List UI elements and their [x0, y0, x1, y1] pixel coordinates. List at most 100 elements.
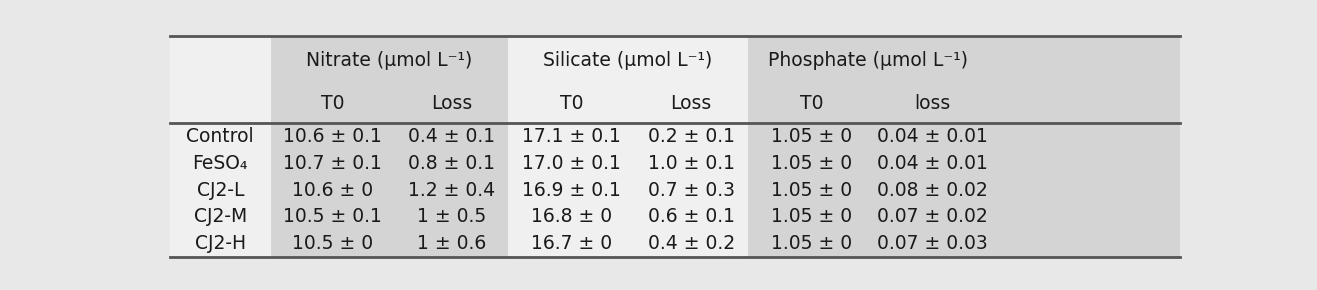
Text: 10.7 ± 0.1: 10.7 ± 0.1 — [283, 154, 382, 173]
Bar — [170, 123, 271, 150]
Bar — [1154, 177, 1180, 204]
Bar — [876, 36, 989, 85]
Text: 10.6 ± 0.1: 10.6 ± 0.1 — [283, 127, 382, 146]
Bar — [271, 230, 395, 257]
Text: 17.1 ± 0.1: 17.1 ± 0.1 — [522, 127, 620, 146]
Bar — [635, 177, 748, 204]
Bar — [989, 85, 1154, 123]
Text: 1.05 ± 0: 1.05 ± 0 — [772, 207, 852, 226]
Text: T0: T0 — [560, 94, 583, 113]
Bar — [748, 85, 876, 123]
Bar — [395, 123, 508, 150]
Text: 1.05 ± 0: 1.05 ± 0 — [772, 127, 852, 146]
Text: 0.7 ± 0.3: 0.7 ± 0.3 — [648, 181, 735, 200]
Text: Control: Control — [187, 127, 254, 146]
Bar — [635, 150, 748, 177]
Bar — [876, 204, 989, 230]
Text: 0.8 ± 0.1: 0.8 ± 0.1 — [408, 154, 495, 173]
Bar — [1154, 230, 1180, 257]
Text: 0.07 ± 0.03: 0.07 ± 0.03 — [877, 234, 988, 253]
Bar — [508, 204, 635, 230]
Text: Loss: Loss — [670, 94, 711, 113]
Bar — [395, 230, 508, 257]
Text: 0.04 ± 0.01: 0.04 ± 0.01 — [877, 154, 988, 173]
Bar — [170, 177, 271, 204]
Bar — [876, 230, 989, 257]
Bar — [876, 85, 989, 123]
Text: 0.08 ± 0.02: 0.08 ± 0.02 — [877, 181, 988, 200]
Text: 10.5 ± 0.1: 10.5 ± 0.1 — [283, 207, 382, 226]
Bar — [1154, 150, 1180, 177]
Bar — [170, 230, 271, 257]
Bar — [989, 36, 1154, 85]
Bar — [508, 150, 635, 177]
Bar — [271, 150, 395, 177]
Text: CJ2-L: CJ2-L — [196, 181, 244, 200]
Text: T0: T0 — [321, 94, 345, 113]
Bar — [271, 85, 395, 123]
Bar — [395, 177, 508, 204]
Bar — [748, 230, 876, 257]
Text: 1 ± 0.5: 1 ± 0.5 — [417, 207, 486, 226]
Bar — [271, 177, 395, 204]
Bar — [395, 85, 508, 123]
Bar — [748, 150, 876, 177]
Bar — [1154, 123, 1180, 150]
Bar — [170, 85, 271, 123]
Bar — [170, 204, 271, 230]
Bar — [876, 123, 989, 150]
Bar — [989, 204, 1154, 230]
Text: 1.05 ± 0: 1.05 ± 0 — [772, 154, 852, 173]
Text: Loss: Loss — [431, 94, 473, 113]
Text: loss: loss — [914, 94, 951, 113]
Text: 10.5 ± 0: 10.5 ± 0 — [292, 234, 374, 253]
Text: T0: T0 — [801, 94, 823, 113]
Bar — [1154, 85, 1180, 123]
Text: 0.4 ± 0.2: 0.4 ± 0.2 — [648, 234, 735, 253]
Text: 1.05 ± 0: 1.05 ± 0 — [772, 181, 852, 200]
Text: CJ2-M: CJ2-M — [194, 207, 246, 226]
Bar — [748, 204, 876, 230]
Text: 0.07 ± 0.02: 0.07 ± 0.02 — [877, 207, 988, 226]
Text: 16.8 ± 0: 16.8 ± 0 — [531, 207, 612, 226]
Text: CJ2-H: CJ2-H — [195, 234, 246, 253]
Text: 1.0 ± 0.1: 1.0 ± 0.1 — [648, 154, 735, 173]
Bar — [271, 204, 395, 230]
Text: Nitrate (μmol L⁻¹): Nitrate (μmol L⁻¹) — [307, 51, 473, 70]
Bar — [508, 85, 635, 123]
Bar — [170, 36, 271, 85]
Bar — [748, 177, 876, 204]
Bar — [989, 123, 1154, 150]
Bar — [989, 150, 1154, 177]
Bar — [170, 150, 271, 177]
Bar — [1154, 36, 1180, 85]
Text: 1.05 ± 0: 1.05 ± 0 — [772, 234, 852, 253]
Text: 1 ± 0.6: 1 ± 0.6 — [417, 234, 486, 253]
Bar — [508, 36, 635, 85]
Text: 0.2 ± 0.1: 0.2 ± 0.1 — [648, 127, 735, 146]
Bar — [635, 230, 748, 257]
Text: Phosphate (μmol L⁻¹): Phosphate (μmol L⁻¹) — [768, 51, 968, 70]
Bar — [635, 123, 748, 150]
Bar — [1154, 204, 1180, 230]
Bar — [635, 204, 748, 230]
Bar — [989, 230, 1154, 257]
Text: 0.04 ± 0.01: 0.04 ± 0.01 — [877, 127, 988, 146]
Bar — [395, 150, 508, 177]
Bar — [395, 204, 508, 230]
Bar — [271, 123, 395, 150]
Bar — [395, 36, 508, 85]
Bar — [271, 36, 395, 85]
Bar — [508, 230, 635, 257]
Text: 0.6 ± 0.1: 0.6 ± 0.1 — [648, 207, 735, 226]
Bar — [508, 177, 635, 204]
Text: 17.0 ± 0.1: 17.0 ± 0.1 — [522, 154, 620, 173]
Text: Silicate (μmol L⁻¹): Silicate (μmol L⁻¹) — [544, 51, 712, 70]
Bar — [876, 150, 989, 177]
Text: 16.9 ± 0.1: 16.9 ± 0.1 — [522, 181, 620, 200]
Bar — [635, 85, 748, 123]
Text: 1.2 ± 0.4: 1.2 ± 0.4 — [408, 181, 495, 200]
Text: FeSO₄: FeSO₄ — [192, 154, 248, 173]
Bar — [748, 36, 876, 85]
Text: 10.6 ± 0: 10.6 ± 0 — [292, 181, 374, 200]
